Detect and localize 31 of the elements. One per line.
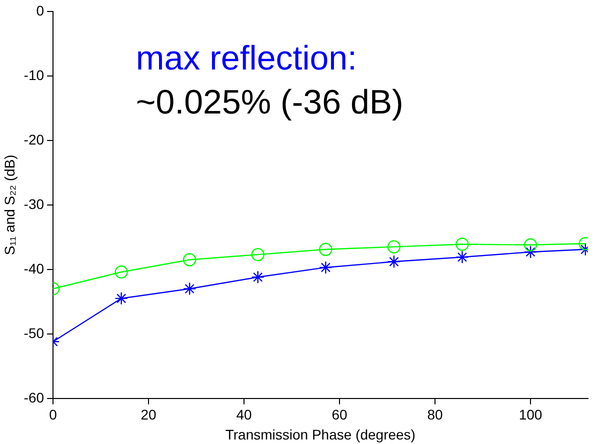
y-tick-label: -60 [24,389,44,406]
annotation: max reflection: [136,39,358,78]
x-tick-label: 20 [140,406,157,423]
point [251,248,264,262]
y-tick-label: -30 [24,196,44,212]
y-tick-label: -20 [24,131,44,148]
y-tick-label: -50 [24,324,44,341]
point [387,240,401,254]
x-tick-label: 100 [518,406,542,423]
point [114,292,128,306]
point [456,250,469,264]
point [524,245,538,259]
point [387,255,401,268]
x-axis-title: Transmission Phase (degrees) [225,426,416,442]
x-tick-label: 60 [332,406,348,423]
y-tick-label: -10 [24,66,44,83]
y-tick-label: 0 [36,2,44,18]
point [182,282,196,296]
x-tick-label: 0 [49,406,58,423]
point [456,238,469,251]
y-tick-label: -40 [24,260,44,276]
point [319,242,332,256]
point [251,270,264,284]
x-tick-label: 80 [427,406,444,423]
point [114,265,128,279]
annotation: ~0.025% (-36 dB) [136,83,404,122]
point [182,253,196,266]
point [319,260,332,274]
y-axis-title: S₁₁ and S₂₂ (dB) [1,154,18,256]
point [524,238,538,252]
x-tick-label: 40 [236,406,252,423]
